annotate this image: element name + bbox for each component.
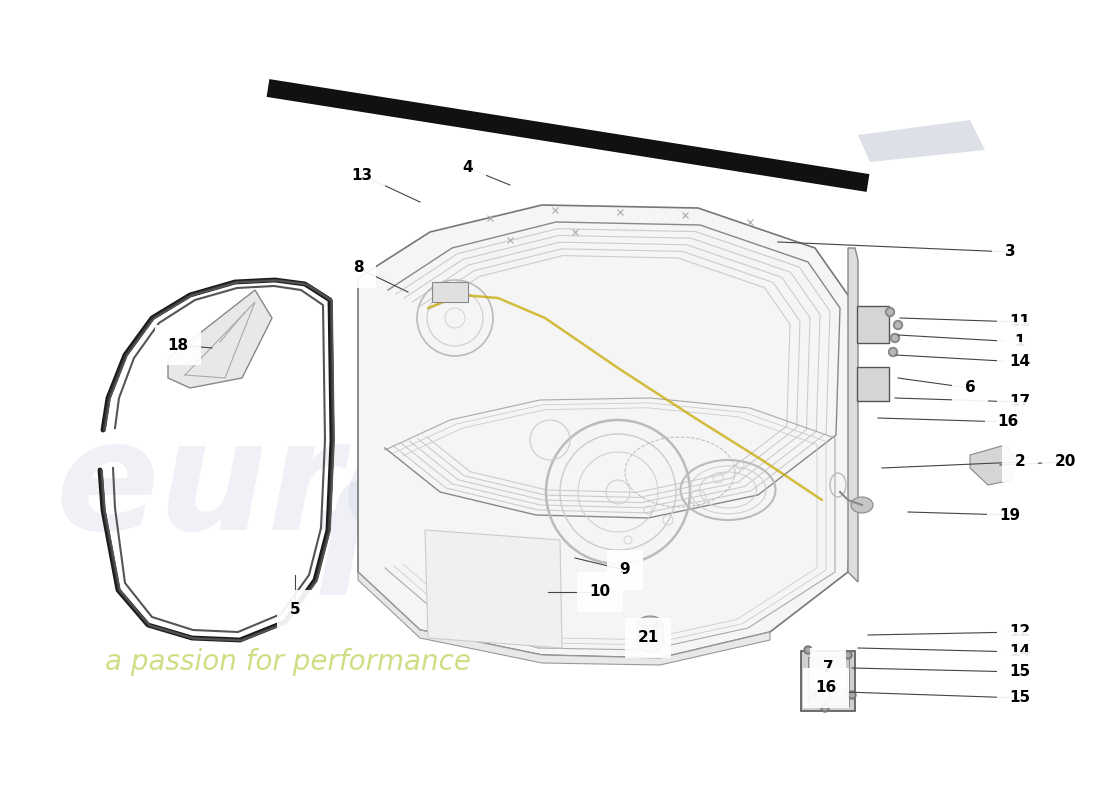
Polygon shape <box>637 625 663 643</box>
Text: 5: 5 <box>289 602 300 618</box>
Circle shape <box>891 334 900 342</box>
Circle shape <box>892 335 898 341</box>
Ellipse shape <box>851 497 873 513</box>
Text: 6: 6 <box>965 381 976 395</box>
Text: 14: 14 <box>1010 645 1031 659</box>
Text: 14: 14 <box>1010 354 1031 370</box>
Text: forces: forces <box>310 478 842 627</box>
Circle shape <box>888 310 892 314</box>
Text: 12: 12 <box>1010 625 1031 639</box>
Text: 18: 18 <box>167 338 188 353</box>
Text: 4: 4 <box>463 161 473 175</box>
Polygon shape <box>266 79 869 192</box>
Ellipse shape <box>637 634 663 652</box>
Polygon shape <box>358 572 770 665</box>
Text: 8: 8 <box>353 261 363 275</box>
Circle shape <box>821 704 829 712</box>
Text: euro: euro <box>55 413 448 562</box>
FancyBboxPatch shape <box>857 367 889 401</box>
Text: 9: 9 <box>619 562 630 578</box>
Text: 1: 1 <box>1014 334 1025 350</box>
Text: 13: 13 <box>351 167 373 182</box>
Text: a passion for performance: a passion for performance <box>104 648 471 676</box>
Text: 10: 10 <box>590 585 610 599</box>
Text: 7: 7 <box>823 661 834 675</box>
Circle shape <box>846 653 850 657</box>
Text: 16: 16 <box>998 414 1019 430</box>
Circle shape <box>889 347 898 357</box>
Text: 21: 21 <box>637 630 659 646</box>
Text: 16: 16 <box>815 681 837 695</box>
Circle shape <box>850 693 854 697</box>
Text: 3: 3 <box>1004 245 1015 259</box>
Text: 17: 17 <box>1010 394 1031 410</box>
Text: 11: 11 <box>1010 314 1031 330</box>
Circle shape <box>891 350 895 354</box>
Text: 15: 15 <box>1010 690 1031 706</box>
Circle shape <box>811 676 819 684</box>
Circle shape <box>813 678 817 682</box>
Circle shape <box>893 321 902 330</box>
Text: since 1985: since 1985 <box>615 236 828 338</box>
Text: 20: 20 <box>1054 454 1076 470</box>
Circle shape <box>848 691 856 699</box>
Text: 2: 2 <box>1014 454 1025 470</box>
Polygon shape <box>848 248 858 582</box>
Circle shape <box>886 307 894 317</box>
Polygon shape <box>425 530 562 648</box>
Circle shape <box>895 322 901 327</box>
Polygon shape <box>858 120 984 162</box>
Circle shape <box>823 706 827 710</box>
Circle shape <box>806 648 810 652</box>
Polygon shape <box>970 445 1018 485</box>
Text: 15: 15 <box>1010 665 1031 679</box>
Polygon shape <box>358 205 855 658</box>
Ellipse shape <box>637 616 663 634</box>
Circle shape <box>844 651 852 659</box>
FancyBboxPatch shape <box>801 651 855 711</box>
Text: 19: 19 <box>1000 507 1021 522</box>
FancyBboxPatch shape <box>807 657 848 706</box>
Polygon shape <box>168 290 272 388</box>
Polygon shape <box>432 282 468 302</box>
FancyBboxPatch shape <box>857 306 889 343</box>
Circle shape <box>804 646 812 654</box>
